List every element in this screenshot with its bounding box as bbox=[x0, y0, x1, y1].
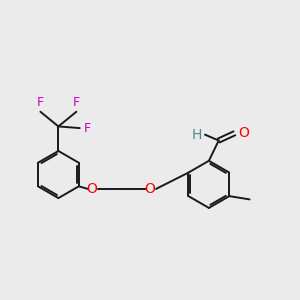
Text: H: H bbox=[191, 128, 202, 142]
Text: O: O bbox=[238, 126, 249, 140]
Text: F: F bbox=[37, 96, 44, 109]
Text: F: F bbox=[73, 96, 80, 109]
Text: O: O bbox=[86, 182, 97, 196]
Text: O: O bbox=[144, 182, 155, 196]
Text: F: F bbox=[84, 122, 92, 135]
